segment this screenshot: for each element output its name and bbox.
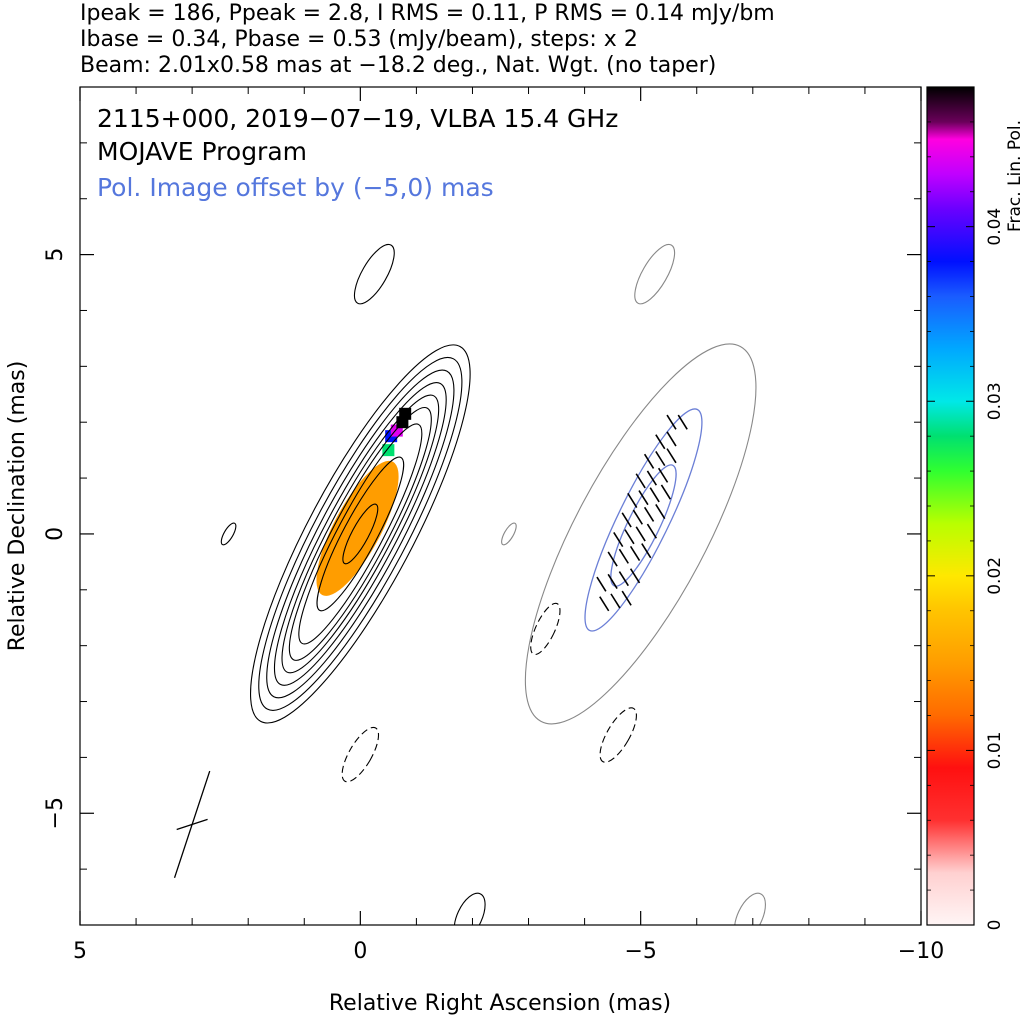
stokes-i-contour: [249, 344, 471, 724]
small-positive-contour: [220, 522, 237, 546]
header-line-2: Ibase = 0.34, Pbase = 0.53 (mJy/beam), s…: [80, 27, 638, 52]
evpa-vector: [599, 596, 610, 612]
evpa-vector: [632, 509, 643, 525]
colorbar-tick-label: 0.04: [985, 208, 1005, 246]
pol-intensity-contour: [610, 464, 677, 587]
evpa-vector: [655, 450, 666, 467]
frac-pol-pixel: [382, 444, 395, 457]
evpa-vector: [635, 526, 646, 542]
evpa-vector: [666, 431, 677, 447]
evpa-vector: [646, 470, 658, 486]
evpa-vector: [610, 593, 621, 609]
header-line-1: Ipeak = 186, Ppeak = 2.8, I RMS = 0.11, …: [80, 1, 775, 26]
small-positive-contour: [734, 892, 766, 925]
evpa-vector: [643, 453, 655, 469]
pol-intensity-contour: [584, 408, 703, 632]
stokes-i-contour: [266, 369, 455, 699]
y-tick-label: 5: [43, 248, 68, 262]
evpa-vector: [629, 545, 641, 562]
evpa-vector: [666, 448, 677, 464]
source-title: 2115+000, 2019−07−19, VLBA 15.4 GHz: [97, 104, 618, 133]
colorbar-label: Frac. Lin. Pol.: [1005, 120, 1025, 232]
evpa-vector: [624, 529, 635, 545]
evpa-vector: [655, 504, 666, 520]
evpa-vector: [660, 484, 672, 500]
stokes-i-contour: [258, 356, 463, 711]
stokes-i-contour: [342, 503, 379, 565]
negative-contour: [530, 602, 561, 656]
plot-frame: [79, 86, 922, 926]
offset-i-contour: [524, 343, 757, 725]
frac-pol-pixel: [399, 407, 412, 420]
evpa-vectors: [596, 414, 688, 612]
evpa-vector: [618, 548, 629, 564]
evpa-vector: [655, 434, 666, 450]
evpa-vector: [629, 568, 641, 584]
evpa-vector: [627, 492, 638, 508]
evpa-vector: [638, 490, 649, 506]
negative-contour: [599, 707, 637, 763]
beam-minor-axis: [176, 818, 208, 831]
small-positive-contour: [634, 243, 676, 305]
evpa-vector: [607, 551, 618, 567]
evpa-vector: [607, 573, 618, 589]
header-line-3: Beam: 2.01x0.58 mas at −18.2 deg., Nat. …: [80, 53, 717, 78]
colorbar-tick-label: 0.02: [985, 557, 1005, 595]
evpa-vector: [646, 523, 658, 539]
stokes-i-contour: [316, 456, 405, 612]
stokes-i-contour: [281, 394, 440, 674]
stokes-i-contour: [298, 423, 423, 645]
axes: 5 0 −5 −10 5 0 −5: [43, 86, 944, 964]
y-axis-label: Relative Declination (mas): [5, 361, 30, 652]
negative-contour: [341, 726, 380, 783]
contour-layer: [220, 243, 766, 925]
stokes-i-contour: [288, 406, 432, 661]
small-positive-contour: [353, 243, 395, 305]
evpa-vector: [643, 506, 655, 522]
stokes-i-contour: [273, 382, 447, 686]
x-tick-label: 0: [353, 939, 367, 964]
evpa-vector: [613, 531, 624, 548]
x-axis-label: Relative Right Ascension (mas): [329, 991, 671, 1016]
small-positive-contour: [501, 522, 517, 546]
y-tick-label: −5: [43, 797, 68, 829]
y-tick-label: 0: [43, 527, 68, 541]
evpa-vector: [677, 414, 688, 430]
program-label: MOJAVE Program: [97, 137, 307, 166]
evpa-vector: [621, 590, 632, 606]
x-tick-label: −5: [624, 939, 656, 964]
beam-marker: [173, 770, 211, 878]
small-positive-contour: [453, 892, 486, 925]
evpa-vector: [649, 487, 660, 503]
colorbar-axis: 0 0.01 0.02 0.03 0.04: [927, 121, 1005, 931]
colorbar: [926, 86, 975, 926]
evpa-vector: [621, 512, 632, 528]
evpa-vector: [596, 576, 607, 592]
colorbar-tick-label: 0.01: [985, 731, 1005, 769]
x-tick-label: 5: [73, 939, 87, 964]
frac-pol-region: [316, 460, 399, 596]
x-tick-label: −10: [898, 939, 944, 964]
evpa-vector: [657, 467, 669, 483]
evpa-vector: [618, 571, 629, 587]
evpa-vector: [666, 414, 677, 430]
offset-note: Pol. Image offset by (−5,0) mas: [97, 173, 494, 202]
colorbar-tick-label: 0: [985, 920, 1005, 931]
evpa-vector: [641, 543, 652, 559]
evpa-vector: [635, 473, 646, 489]
colorbar-tick-label: 0.03: [985, 382, 1005, 420]
